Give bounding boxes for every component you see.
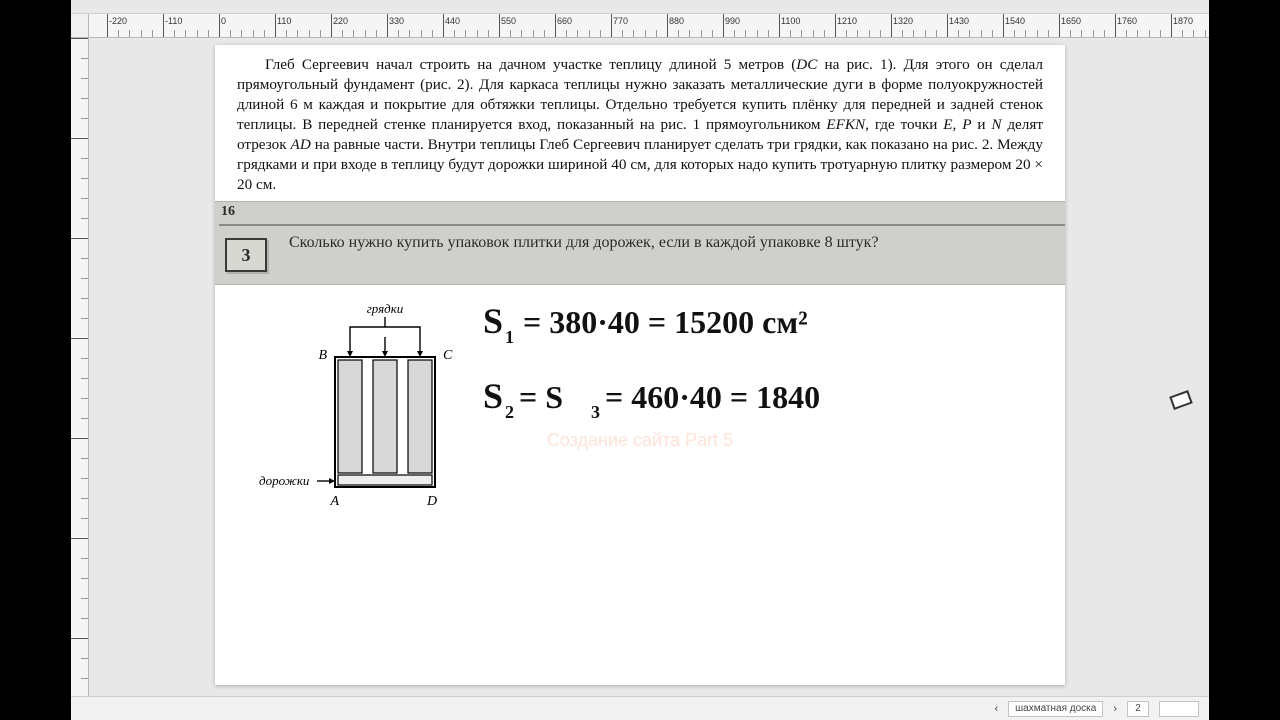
topbar	[71, 0, 1209, 14]
svg-text:2: 2	[505, 402, 514, 422]
ruler-h-label: -220	[109, 16, 127, 26]
label-A: A	[329, 494, 339, 509]
label-D: D	[426, 494, 437, 509]
ruler-h-label: 330	[389, 16, 404, 26]
label-dorozhki: дорожки	[259, 473, 310, 488]
handwriting: S 1 = 380·40 = 15200 см² S 2 = S 3 = 460…	[483, 293, 1053, 493]
svg-text:= S: = S	[519, 379, 563, 415]
ruler-h-label: 1210	[837, 16, 857, 26]
status-combo[interactable]: шахматная доска	[1008, 701, 1103, 717]
divider	[219, 224, 1065, 226]
label-B: B	[318, 348, 327, 363]
work-area[interactable]: Создание сайта Part 5 B C A D	[215, 285, 1065, 655]
ruler-h-label: 770	[613, 16, 628, 26]
ruler-horizontal: -220 -110 0 110 220 330 440 550 660 770 880 990 1100…	[89, 14, 1209, 38]
canvas[interactable]: Глеб Сергеевич начал строить на дачном у…	[89, 38, 1209, 696]
ruler-h-label: 1760	[1117, 16, 1137, 26]
label-gryadki: грядки	[367, 301, 404, 316]
ruler-h-label: 0	[221, 16, 226, 26]
ruler-h-label: 220	[333, 16, 348, 26]
eraser-cursor-icon	[1169, 390, 1193, 410]
ruler-h-label: 110	[277, 16, 291, 26]
ruler-h-label: 660	[557, 16, 572, 26]
problem-body-text: Глеб Сергеевич начал строить на дачном у…	[237, 56, 1043, 193]
statusbar: ‹ шахматная доска › 2	[71, 696, 1209, 720]
question-number-box: 3	[225, 238, 267, 272]
scanned-strip: 16 3 Сколько нужно купить упаковок плитк…	[215, 201, 1065, 285]
svg-text:= 460·40 = 1840: = 460·40 = 1840	[605, 379, 820, 415]
svg-text:1: 1	[505, 327, 514, 347]
svg-text:S: S	[483, 376, 503, 416]
svg-text:= 380·40 = 15200 см²: = 380·40 = 15200 см²	[523, 304, 808, 340]
status-blank[interactable]	[1159, 701, 1199, 717]
ruler-h-label: 1870	[1173, 16, 1193, 26]
question-text: Сколько нужно купить упаковок плитки для…	[289, 232, 1059, 254]
problem-body: Глеб Сергеевич начал строить на дачном у…	[215, 45, 1065, 201]
ruler-h-label: 880	[669, 16, 684, 26]
page-number: 16	[221, 204, 235, 220]
ruler-corner	[71, 14, 89, 38]
chevron-left-icon[interactable]: ‹	[994, 703, 998, 715]
svg-text:3: 3	[591, 402, 600, 422]
ruler-h-label: 1650	[1061, 16, 1081, 26]
ruler-h-label: -110	[165, 16, 182, 26]
greenhouse-diagram: B C A D грядки	[235, 297, 465, 527]
ruler-vertical	[71, 14, 89, 696]
ruler-h-label: 1100	[781, 16, 800, 26]
page: Глеб Сергеевич начал строить на дачном у…	[215, 45, 1065, 685]
svg-text:S: S	[483, 301, 503, 341]
ruler-h-label: 1540	[1005, 16, 1025, 26]
chevron-right-icon[interactable]: ›	[1113, 703, 1117, 715]
status-zoom[interactable]: 2	[1127, 701, 1149, 717]
label-C: C	[443, 348, 453, 363]
ruler-h-label: 990	[725, 16, 740, 26]
ruler-h-label: 1320	[893, 16, 913, 26]
ruler-h-label: 1430	[949, 16, 969, 26]
ruler-h-label: 440	[445, 16, 460, 26]
app-frame: -220 -110 0 110 220 330 440 550 660 770 880 990 1100…	[71, 0, 1209, 720]
ruler-h-label: 550	[501, 16, 516, 26]
